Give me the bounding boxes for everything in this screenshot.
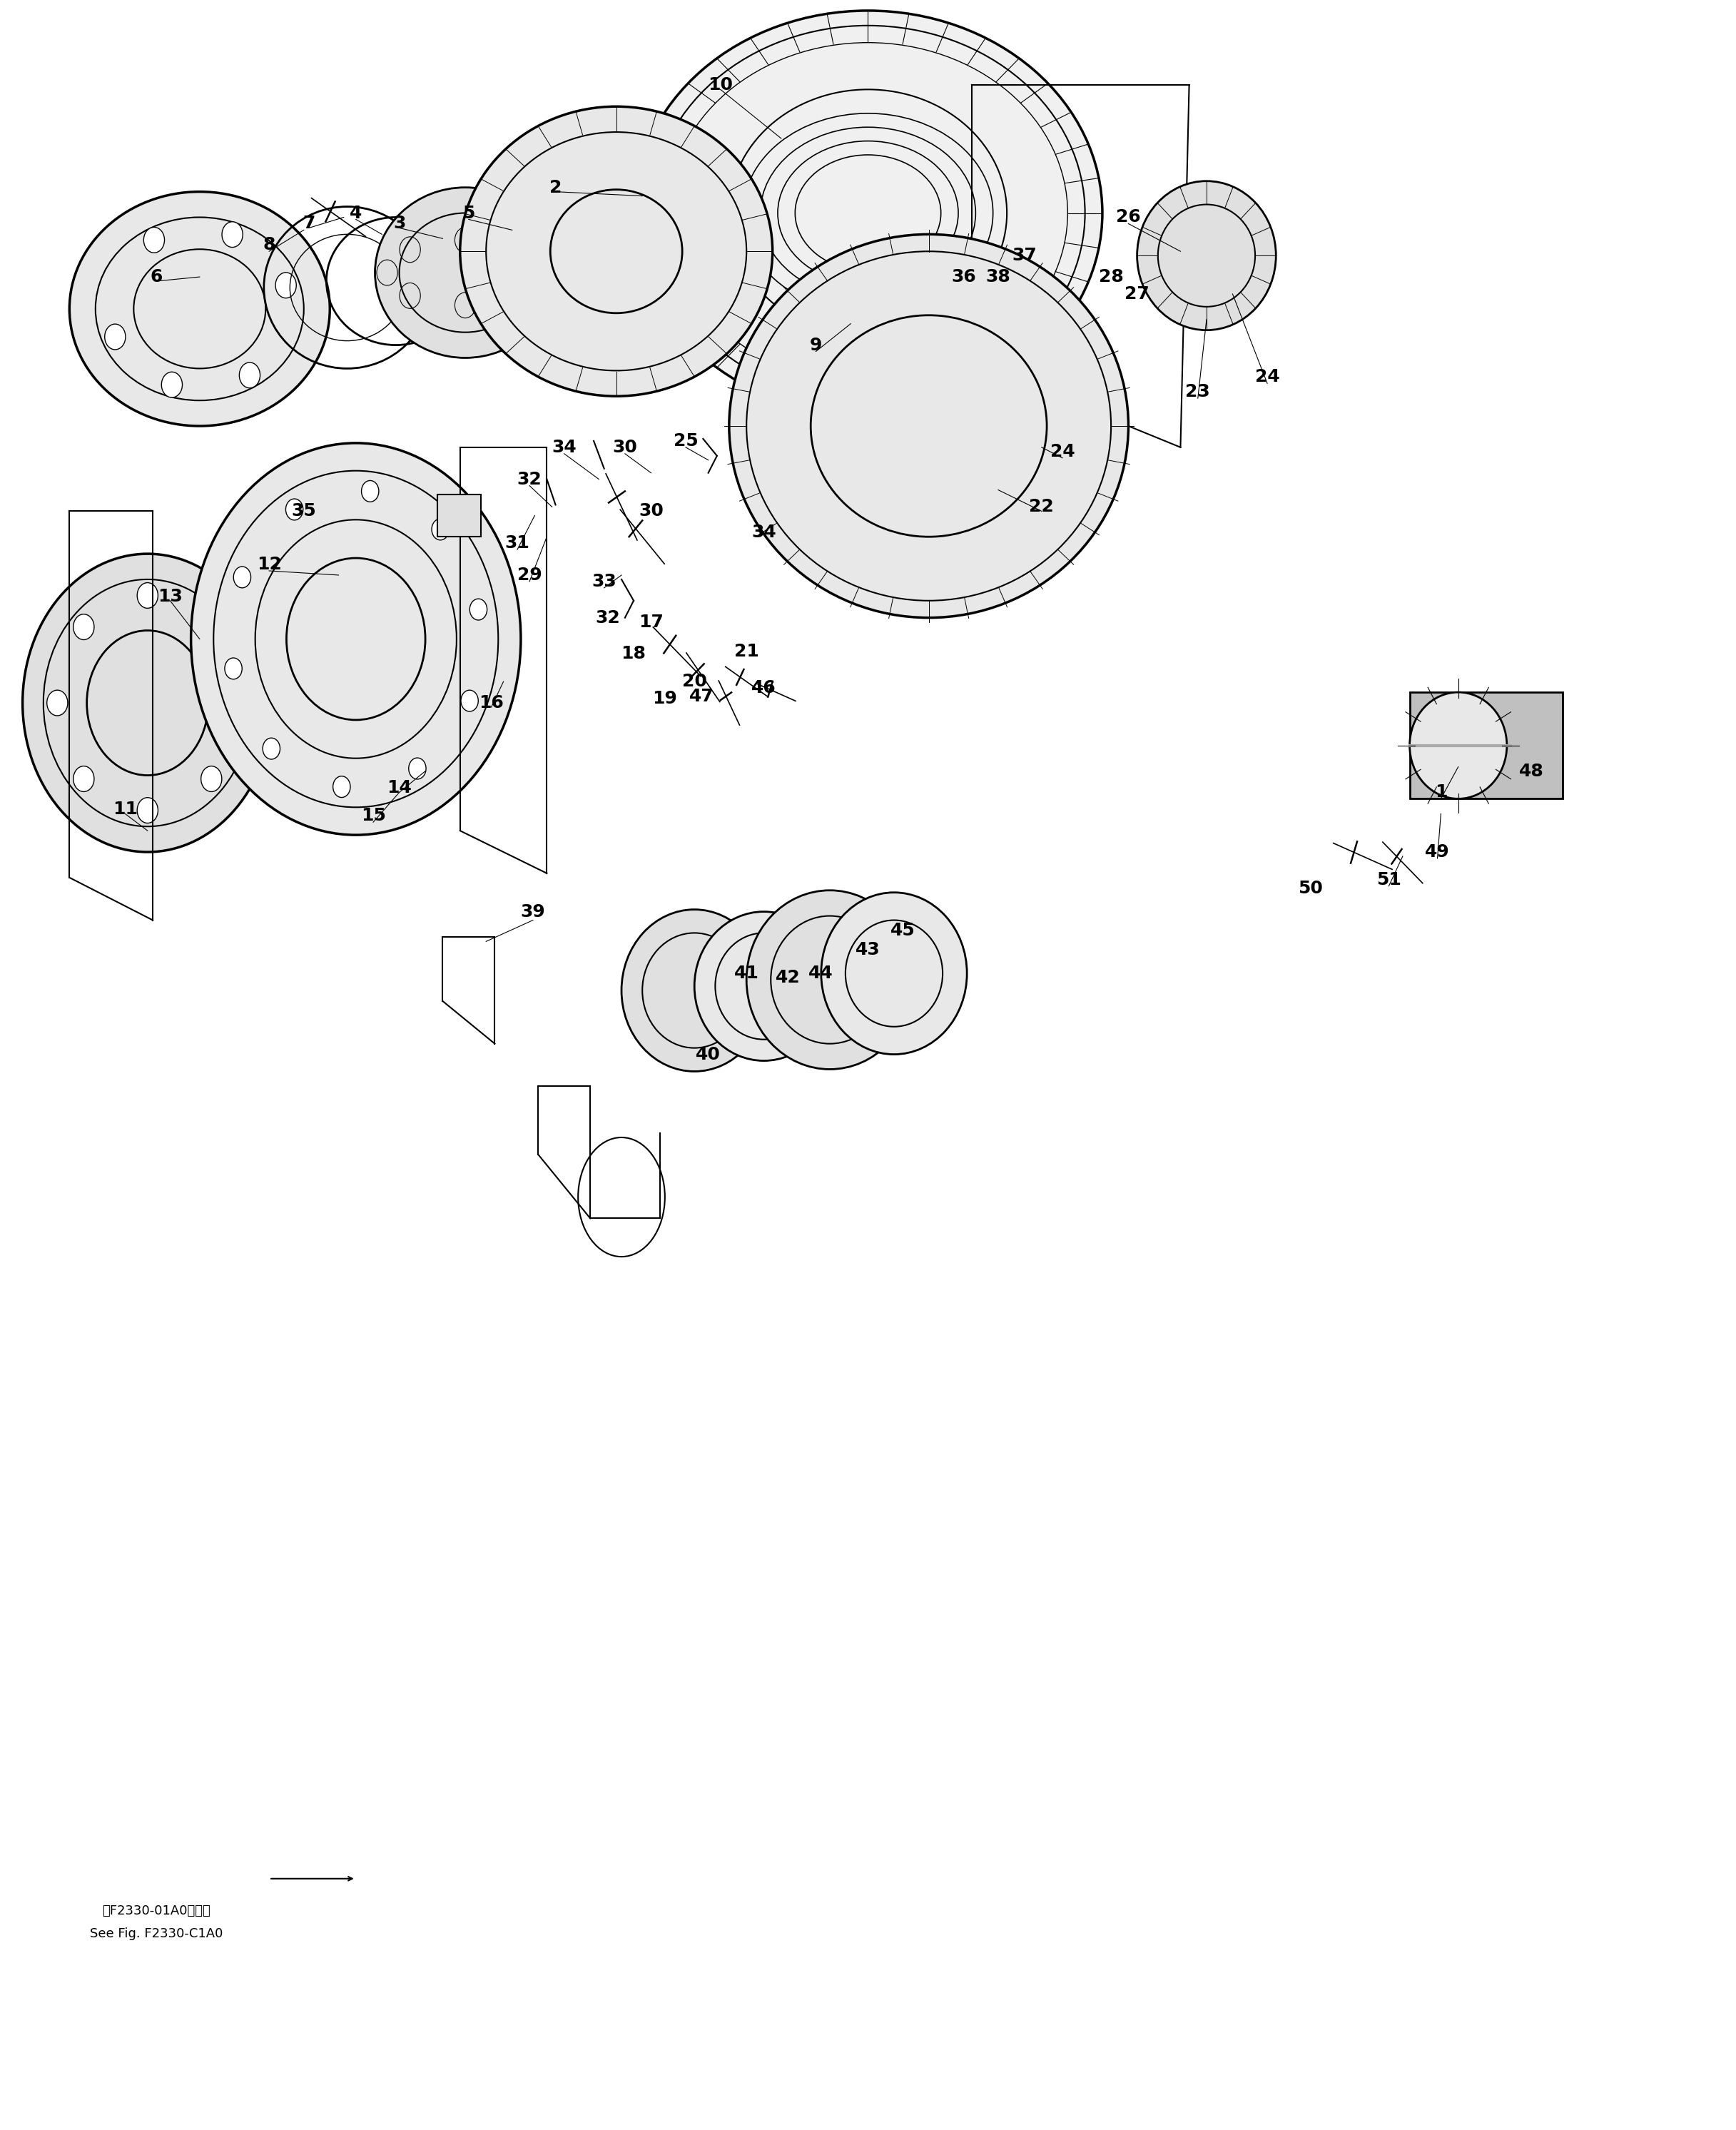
Text: 43: 43 (856, 941, 880, 959)
Circle shape (240, 362, 260, 388)
Text: 20: 20 (682, 673, 707, 690)
Text: 8: 8 (262, 236, 276, 253)
Circle shape (161, 373, 182, 398)
FancyBboxPatch shape (437, 494, 481, 537)
Text: 50: 50 (1299, 880, 1323, 897)
Text: 19: 19 (653, 690, 677, 707)
Circle shape (224, 658, 241, 679)
Circle shape (73, 767, 94, 792)
Text: 第F2330-01A0図参照: 第F2330-01A0図参照 (102, 1904, 210, 1917)
Text: 31: 31 (505, 535, 529, 552)
Text: 26: 26 (1116, 209, 1141, 226)
Text: 24: 24 (1255, 368, 1279, 386)
Circle shape (276, 273, 297, 298)
Text: 1: 1 (1434, 784, 1448, 801)
Text: 24: 24 (1050, 443, 1075, 460)
Text: 18: 18 (621, 645, 646, 662)
Text: 28: 28 (1099, 268, 1123, 285)
Ellipse shape (1137, 181, 1276, 330)
Text: 2: 2 (549, 179, 562, 196)
Circle shape (460, 690, 477, 711)
Text: 49: 49 (1425, 843, 1450, 861)
Circle shape (104, 324, 125, 349)
Circle shape (137, 584, 158, 609)
Text: 42: 42 (776, 969, 800, 986)
Text: 15: 15 (361, 807, 385, 824)
Circle shape (333, 775, 351, 797)
Text: 27: 27 (1125, 285, 1149, 302)
Text: 39: 39 (521, 903, 545, 920)
Text: 25: 25 (674, 432, 698, 449)
Text: 6: 6 (149, 268, 163, 285)
Text: 34: 34 (752, 524, 776, 541)
Circle shape (408, 758, 425, 780)
Text: 3: 3 (392, 215, 406, 232)
Text: 12: 12 (257, 556, 281, 573)
Circle shape (286, 498, 304, 520)
Ellipse shape (634, 11, 1102, 415)
Ellipse shape (621, 910, 767, 1071)
Text: 51: 51 (1377, 871, 1401, 888)
Ellipse shape (729, 234, 1128, 618)
Circle shape (361, 481, 378, 503)
Text: 37: 37 (1012, 247, 1036, 264)
Ellipse shape (375, 187, 556, 358)
Text: 48: 48 (1519, 763, 1543, 780)
Text: 11: 11 (113, 801, 137, 818)
Text: 22: 22 (1029, 498, 1054, 515)
Text: 30: 30 (613, 439, 637, 456)
Text: 33: 33 (592, 573, 616, 590)
Ellipse shape (191, 443, 521, 835)
Text: 21: 21 (734, 643, 759, 660)
FancyBboxPatch shape (1410, 692, 1562, 799)
Ellipse shape (1410, 692, 1507, 799)
Text: 4: 4 (349, 204, 363, 222)
Circle shape (201, 613, 222, 639)
Ellipse shape (694, 912, 833, 1061)
Ellipse shape (746, 890, 913, 1069)
Text: 29: 29 (517, 567, 542, 584)
Text: 14: 14 (387, 780, 411, 797)
Text: 10: 10 (708, 77, 733, 94)
Text: 17: 17 (639, 613, 663, 630)
Circle shape (137, 797, 158, 822)
Circle shape (222, 222, 243, 247)
Ellipse shape (460, 106, 773, 396)
Text: 41: 41 (734, 965, 759, 982)
Circle shape (470, 599, 488, 620)
Text: 34: 34 (552, 439, 576, 456)
Text: 32: 32 (595, 609, 620, 626)
Circle shape (201, 767, 222, 792)
Circle shape (432, 520, 450, 541)
Text: 23: 23 (1186, 383, 1210, 400)
Text: 9: 9 (809, 337, 823, 354)
Circle shape (262, 737, 279, 758)
Circle shape (234, 567, 252, 588)
Text: 47: 47 (689, 688, 713, 705)
Text: 38: 38 (986, 268, 1010, 285)
Text: 40: 40 (696, 1046, 720, 1063)
Text: 16: 16 (479, 694, 503, 711)
Text: 36: 36 (951, 268, 976, 285)
Text: 46: 46 (752, 679, 776, 697)
Ellipse shape (821, 892, 967, 1054)
Circle shape (144, 228, 165, 253)
Text: 30: 30 (639, 503, 663, 520)
Text: See Fig. F2330-C1A0: See Fig. F2330-C1A0 (90, 1928, 222, 1940)
Circle shape (227, 690, 248, 716)
Text: 32: 32 (517, 471, 542, 488)
Text: 7: 7 (302, 215, 316, 232)
Text: 45: 45 (891, 922, 915, 939)
Circle shape (73, 613, 94, 639)
Text: 13: 13 (158, 588, 182, 605)
Circle shape (47, 690, 68, 716)
Text: 35: 35 (292, 503, 316, 520)
Text: 44: 44 (809, 965, 833, 982)
Ellipse shape (23, 554, 273, 852)
Ellipse shape (69, 192, 330, 426)
Text: 5: 5 (462, 204, 476, 222)
